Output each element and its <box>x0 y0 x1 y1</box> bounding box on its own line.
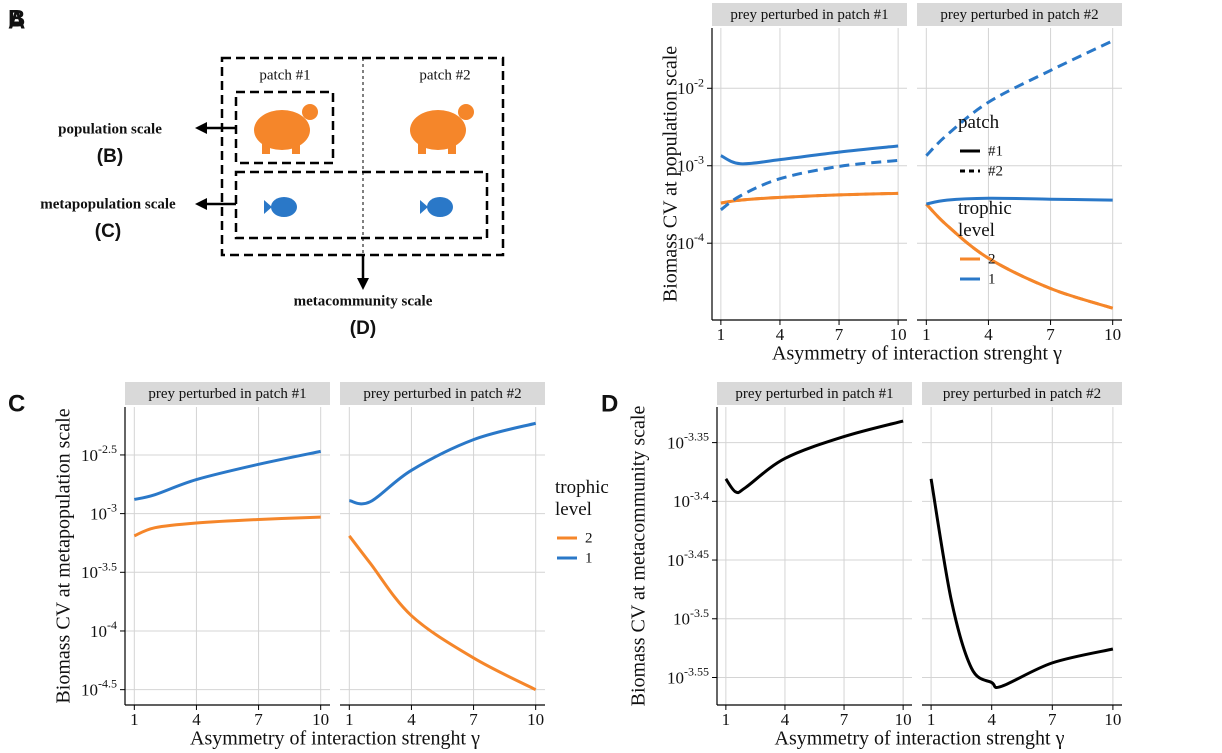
x-tick-label: 4 <box>987 710 996 729</box>
y-tick-label: 10-3.5 <box>81 559 117 582</box>
facet-title: prey perturbed in patch #1 <box>730 7 888 23</box>
facet-strip <box>717 382 912 405</box>
panel-a-diagram: A patch #1 patch #2 population scale (B)… <box>8 7 505 339</box>
series-line <box>925 203 1114 310</box>
x-tick-label: 10 <box>1104 325 1121 344</box>
y-tick-label: 10-2.5 <box>81 442 117 465</box>
x-tick-label: 4 <box>781 710 790 729</box>
panel-letter: B <box>8 5 25 32</box>
x-tick-label: 4 <box>192 710 201 729</box>
x-tick-label: 7 <box>1048 710 1057 729</box>
patch-label: patch #1 <box>259 67 310 83</box>
x-tick-label: 7 <box>840 710 849 729</box>
series-line <box>926 196 1113 206</box>
x-tick-label: 7 <box>1046 325 1055 344</box>
predator-icon <box>254 104 318 154</box>
scale-ref: (C) <box>95 221 121 242</box>
panel-letter: D <box>601 390 618 417</box>
legend-label: 2 <box>585 530 593 546</box>
predator-icon <box>410 104 474 154</box>
x-axis-title: Asymmetry of interaction strenght γ <box>190 728 480 750</box>
x-tick-label: 10 <box>527 710 544 729</box>
scale-label: metacommunity scale <box>294 293 433 309</box>
series-line <box>348 534 537 692</box>
panel-letter: A <box>8 7 25 34</box>
series-line <box>925 39 1114 157</box>
legend-label: #1 <box>988 143 1003 159</box>
scale-ref: (D) <box>350 318 376 339</box>
x-tick-label: 4 <box>407 710 416 729</box>
scale-ref: (B) <box>97 146 123 167</box>
x-tick-label: 1 <box>345 710 354 729</box>
x-tick-label: 4 <box>984 325 993 344</box>
prey-icon <box>420 197 453 217</box>
series-line <box>720 191 899 205</box>
x-tick-label: 1 <box>927 710 936 729</box>
facet-strip <box>125 382 330 405</box>
x-tick-label: 1 <box>717 325 726 344</box>
x-tick-label: 10 <box>312 710 329 729</box>
facet-title: prey perturbed in patch #1 <box>148 386 306 402</box>
series-line <box>349 421 537 506</box>
facet-title: prey perturbed in patch #1 <box>735 386 893 402</box>
series-line <box>724 419 904 495</box>
x-tick-label: 1 <box>722 710 731 729</box>
legend-label: 2 <box>988 251 996 267</box>
series-line <box>133 515 321 538</box>
facet-strip <box>922 382 1122 405</box>
legend-title: trophic level <box>958 198 1012 241</box>
x-tick-label: 10 <box>895 710 912 729</box>
x-axis-title: Asymmetry of interaction strenght γ <box>775 728 1065 750</box>
y-tick-label: 10-3.45 <box>667 547 709 570</box>
metapopulation-box <box>234 170 489 240</box>
arrow-head <box>195 198 207 210</box>
facet-title: prey perturbed in patch #2 <box>943 386 1101 402</box>
legend-title: trophic level <box>555 477 609 520</box>
facet-strip <box>712 3 907 26</box>
x-tick-label: 7 <box>254 710 263 729</box>
series-line <box>719 158 899 212</box>
facet-title: prey perturbed in patch #2 <box>363 386 521 402</box>
series-line <box>133 449 321 501</box>
series-line <box>929 478 1114 689</box>
facet-strip <box>340 382 545 405</box>
facet-strip <box>917 3 1122 26</box>
y-tick-label: 10-3 <box>90 500 117 523</box>
legend-label: 1 <box>988 271 996 287</box>
x-tick-label: 10 <box>890 325 907 344</box>
arrow-head <box>357 278 369 290</box>
x-tick-label: 1 <box>130 710 139 729</box>
x-tick-label: 7 <box>469 710 478 729</box>
facet-title: prey perturbed in patch #2 <box>940 7 1098 23</box>
y-tick-label: 10-4.5 <box>81 676 117 699</box>
y-tick-label: 10-3.4 <box>673 488 709 511</box>
y-axis-title: Biomass CV at metacommunity scale <box>628 406 650 707</box>
y-tick-label: 10-4 <box>90 618 117 641</box>
series-line <box>720 144 899 166</box>
x-tick-label: 4 <box>776 325 785 344</box>
series-line <box>925 203 1114 310</box>
y-tick-label: 10-3.35 <box>667 429 709 452</box>
legend-label: #2 <box>988 163 1003 179</box>
y-tick-label: 10-3.5 <box>673 606 709 629</box>
prey-icon <box>264 197 297 217</box>
x-tick-label: 10 <box>1104 710 1121 729</box>
patch-label: patch #2 <box>419 67 470 83</box>
arrow-head <box>195 122 207 134</box>
legend-label: 1 <box>585 550 593 566</box>
panel-letter: C <box>8 390 25 417</box>
scale-label: population scale <box>58 121 162 137</box>
y-tick-label: 10-3.55 <box>667 664 709 687</box>
y-axis-title: Biomass CV at metapopulation scale <box>53 408 75 703</box>
y-axis-title: Biomass CV at population scale <box>660 46 682 302</box>
legend-title: patch <box>958 112 1000 133</box>
x-tick-label: 1 <box>922 325 931 344</box>
scale-label: metapopulation scale <box>40 196 176 212</box>
x-tick-label: 7 <box>835 325 844 344</box>
x-axis-title: Asymmetry of interaction strenght γ <box>772 343 1062 365</box>
